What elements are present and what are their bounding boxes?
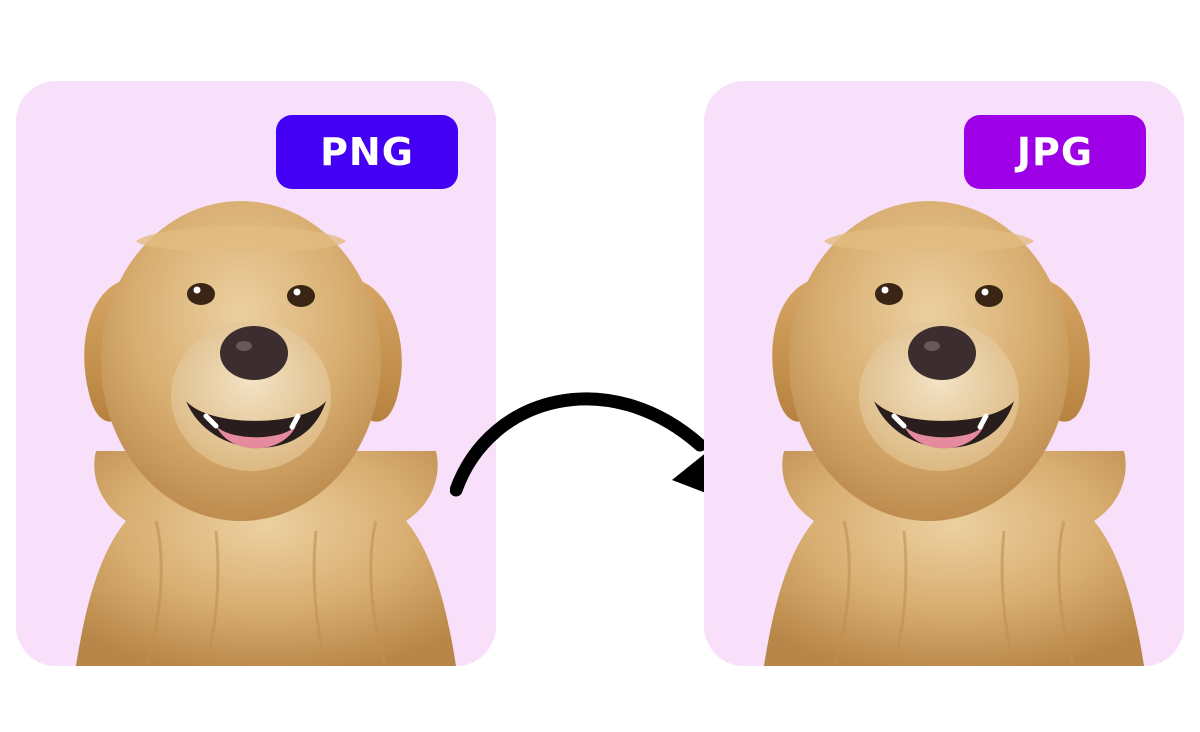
- jpg-badge-label: JPG: [1016, 130, 1094, 174]
- png-badge: PNG: [276, 115, 458, 189]
- arrow-curve: [450, 392, 707, 497]
- png-badge-label: PNG: [320, 130, 414, 174]
- jpg-badge: JPG: [964, 115, 1146, 189]
- jpg-card: JPG: [704, 81, 1184, 666]
- png-card: PNG: [16, 81, 496, 666]
- curved-arrow-icon: [450, 392, 732, 503]
